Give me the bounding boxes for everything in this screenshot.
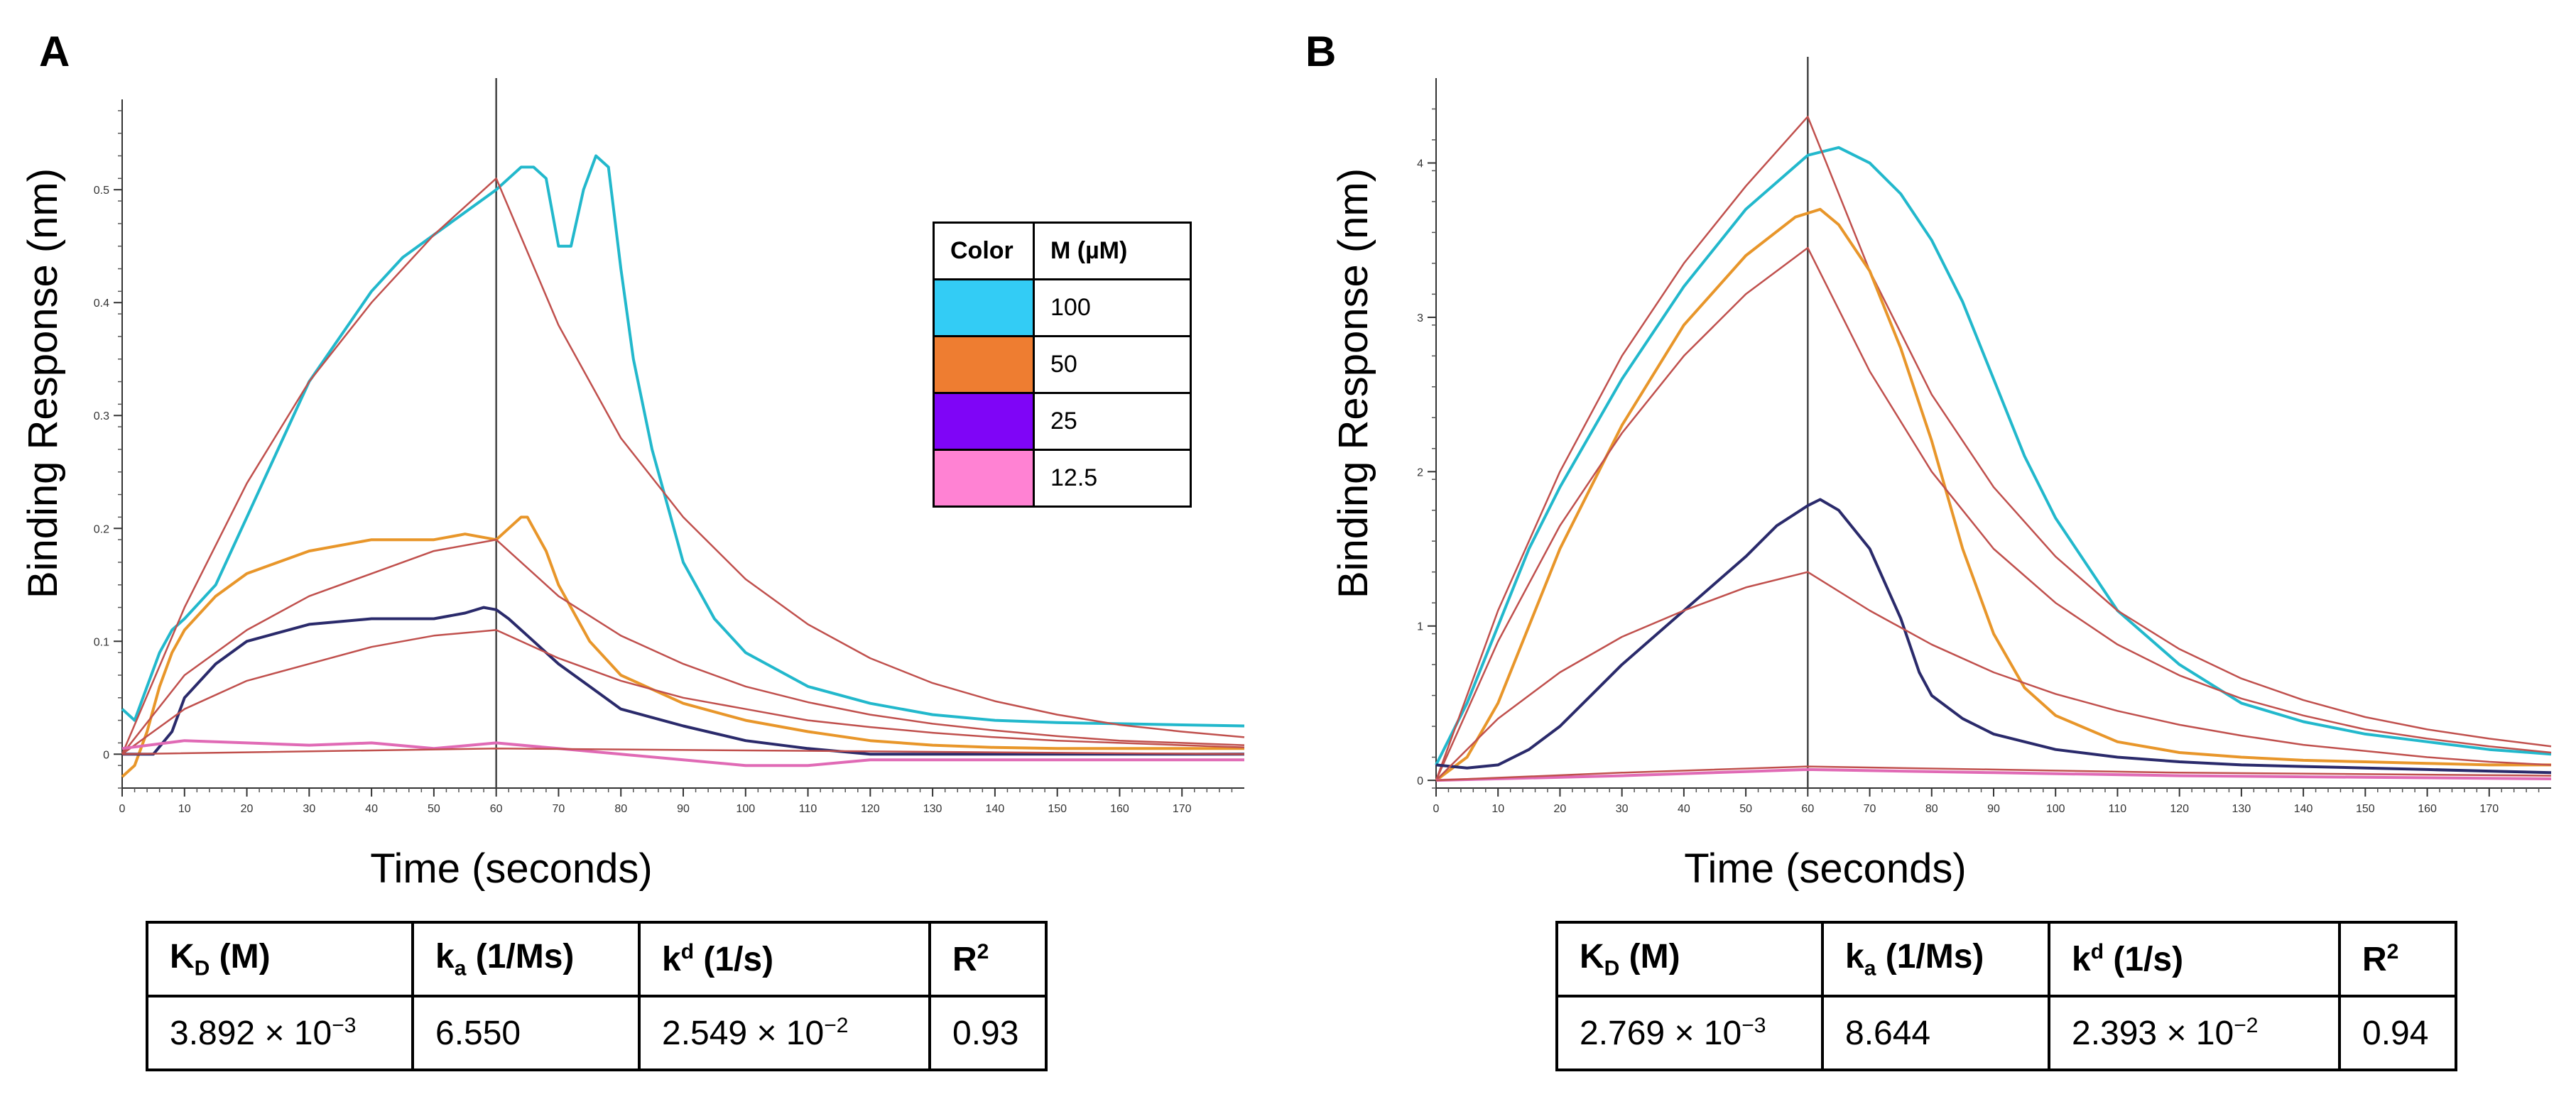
a-x-tick-label: 120 (861, 803, 880, 815)
a-x-tick-label: 160 (1110, 803, 1129, 815)
a-x-tick-label: 90 (677, 803, 690, 815)
a-x-tick-label: 70 (553, 803, 565, 815)
a-x-tick-label: 60 (490, 803, 503, 815)
b-x-tick-label: 130 (2232, 803, 2251, 815)
b-y-tick-label: 0 (1417, 775, 1423, 787)
value-r2: 0.93 (928, 995, 1048, 1071)
header-kd: KD (M) (146, 921, 414, 998)
b-series-50-m-fit (1435, 246, 2552, 781)
b-x-tick-label: 90 (1987, 803, 2000, 815)
header-ka: ka (1/Ms) (411, 921, 641, 998)
b-x-tick-label: 120 (2170, 803, 2189, 815)
legend-header-conc: M (µM) (1033, 222, 1192, 280)
panel-letter-a: A (39, 28, 70, 75)
value-ka: 6.550 (411, 995, 641, 1071)
header-kdis: kd (1/s) (638, 921, 931, 998)
b-series-12-5-m (1435, 767, 2552, 782)
b-x-tick-label: 70 (1864, 803, 1876, 815)
a-x-tick-label: 110 (799, 803, 817, 815)
b-y-tick-label: 4 (1417, 158, 1423, 170)
a-y-tick-label: 0.2 (94, 523, 109, 535)
value-r2: 0.94 (2338, 995, 2457, 1071)
a-series-100-m (121, 154, 1245, 728)
a-x-tick-label: 50 (428, 803, 440, 815)
value-kd: 2.769 × 10−3 (1555, 995, 1824, 1071)
a-series-25-m-fit (121, 629, 1245, 755)
a-series-12-5-m-fit (121, 748, 1245, 755)
b-x-tick-label: 170 (2479, 803, 2499, 815)
a-x-tick-label: 20 (241, 803, 254, 815)
b-x-tick-label: 140 (2294, 803, 2313, 815)
b-x-tick-label: 160 (2418, 803, 2437, 815)
b-series-100-m (1435, 146, 2552, 766)
value-kdis: 2.549 × 10−2 (638, 995, 931, 1071)
b-series-12-5-m-fit (1435, 765, 2552, 782)
a-series-50-m (121, 515, 1244, 778)
panel-letter-b: B (1305, 28, 1337, 75)
a-y-tick-label: 0.5 (94, 185, 109, 197)
a-x-tick-label: 170 (1173, 803, 1192, 815)
b-x-tick-label: 50 (1739, 803, 1752, 815)
a-x-axis-label: Time (seconds) (370, 846, 653, 892)
a-x-tick-label: 130 (923, 803, 942, 815)
b-x-tick-label: 60 (1801, 803, 1814, 815)
b-x-tick-label: 110 (2109, 803, 2127, 815)
legend-swatch-50 (933, 335, 1035, 394)
legend-swatch-12-5 (933, 449, 1035, 508)
a-series-100-m-fit (121, 177, 1245, 755)
a-y-tick-label: 0.1 (94, 636, 109, 648)
header-r2: R2 (2338, 921, 2457, 998)
a-y-tick-label: 0 (103, 749, 109, 761)
legend-label-12-5: 12.5 (1033, 449, 1192, 508)
a-series-25-m (122, 606, 1244, 756)
b-series-25-m-fit (1435, 571, 2552, 781)
a-y-tick-label: 0.4 (94, 297, 109, 310)
b-x-tick-label: 40 (1678, 803, 1690, 815)
a-x-tick-label: 40 (365, 803, 378, 815)
a-x-tick-label: 100 (736, 803, 755, 815)
concentration-legend: Color M (µM) 100 50 25 12.5 (933, 222, 1192, 508)
b-series-100-m-fit (1435, 116, 2552, 781)
a-x-tick-label: 150 (1048, 803, 1067, 815)
legend-swatch-100 (933, 278, 1035, 337)
a-y-axis-label: Binding Response (nm) (20, 168, 66, 599)
b-series-50-m (1435, 207, 2551, 782)
a-series-50-m-fit (121, 538, 1245, 755)
value-kd: 3.892 × 10−3 (146, 995, 414, 1071)
b-x-tick-label: 20 (1554, 803, 1567, 815)
kinetics-table-b: KD (M) ka (1/Ms) kd (1/s) R2 2.769 × 10−… (1555, 921, 2457, 1071)
b-x-axis-label: Time (seconds) (1684, 846, 1967, 892)
header-ka: ka (1/Ms) (1821, 921, 2050, 998)
b-x-tick-label: 100 (2046, 803, 2065, 815)
a-series-12-5-m (121, 739, 1244, 767)
b-series-25-m (1435, 498, 2552, 775)
header-kdis: kd (1/s) (2048, 921, 2341, 998)
b-x-tick-label: 30 (1616, 803, 1629, 815)
b-x-tick-label: 0 (1433, 803, 1440, 815)
legend-swatch-25 (933, 392, 1035, 451)
header-r2: R2 (928, 921, 1048, 998)
b-y-axis-label: Binding Response (nm) (1330, 168, 1376, 599)
b-y-tick-label: 1 (1417, 621, 1423, 633)
b-x-tick-label: 10 (1491, 803, 1504, 815)
a-x-tick-label: 10 (178, 803, 191, 815)
a-x-tick-label: 80 (614, 803, 627, 815)
b-y-tick-label: 3 (1417, 312, 1423, 324)
a-x-tick-label: 0 (119, 803, 126, 815)
value-ka: 8.644 (1821, 995, 2050, 1071)
header-kd: KD (M) (1555, 921, 1824, 998)
legend-label-25: 25 (1033, 392, 1192, 451)
a-x-tick-label: 30 (303, 803, 315, 815)
legend-header-color: Color (933, 222, 1035, 280)
kinetics-table-a: KD (M) ka (1/Ms) kd (1/s) R2 3.892 × 10−… (146, 921, 1048, 1071)
value-kdis: 2.393 × 10−2 (2048, 995, 2341, 1071)
a-x-tick-label: 140 (986, 803, 1005, 815)
legend-label-100: 100 (1033, 278, 1192, 337)
b-x-tick-label: 80 (1925, 803, 1938, 815)
a-y-tick-label: 0.3 (94, 410, 109, 422)
b-x-tick-label: 150 (2356, 803, 2375, 815)
b-y-tick-label: 2 (1417, 466, 1423, 479)
legend-label-50: 50 (1033, 335, 1192, 394)
